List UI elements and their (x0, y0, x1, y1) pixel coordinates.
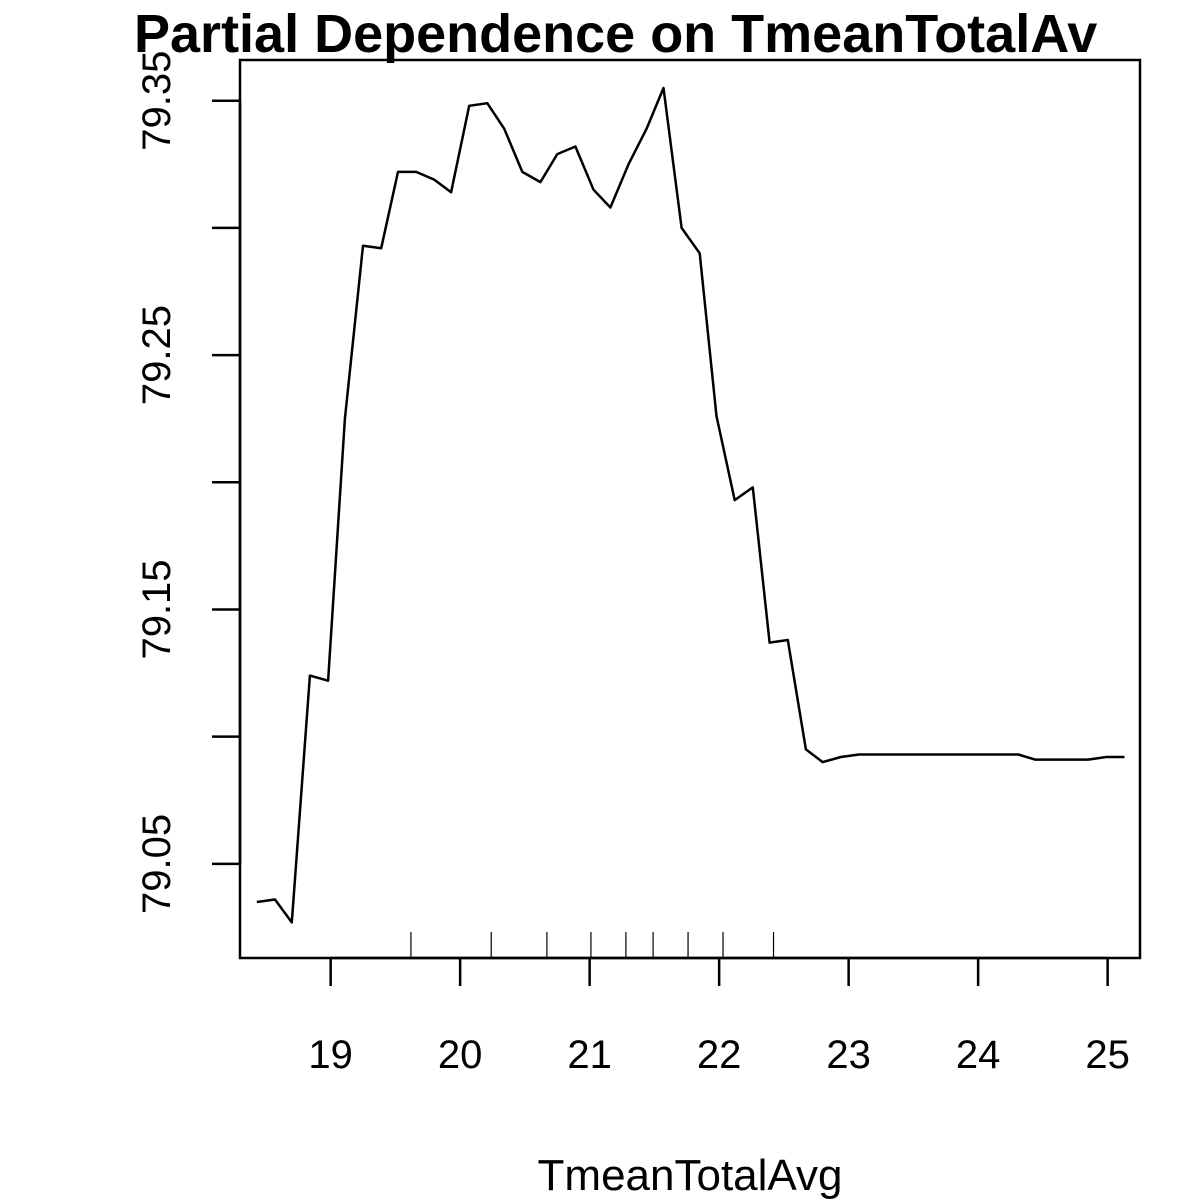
y-tick-label: 79.25 (135, 305, 179, 405)
x-tick-label: 19 (308, 1033, 353, 1077)
y-tick-label: 79.15 (135, 559, 179, 659)
x-tick-label: 20 (438, 1033, 483, 1077)
plot-frame (238, 58, 1142, 960)
plot-area: 19 20 21 22 23 24 25 79.05 79.15 79.25 79.35 (135, 51, 1130, 1077)
partial-dependence-line (256, 86, 1125, 924)
x-tick-label: 22 (697, 1033, 742, 1077)
x-axis-title: TmeanTotalAvg (538, 1151, 843, 1200)
y-tick-label: 79.05 (135, 814, 179, 914)
chart-title: Partial Dependence on TmeanTotalAv (134, 4, 1097, 64)
x-tick-label: 21 (567, 1033, 612, 1077)
x-tick-label: 23 (826, 1033, 871, 1077)
x-tick-label: 25 (1085, 1033, 1130, 1077)
y-tick-label: 79.35 (135, 51, 179, 151)
x-tick-label: 24 (956, 1033, 1001, 1077)
